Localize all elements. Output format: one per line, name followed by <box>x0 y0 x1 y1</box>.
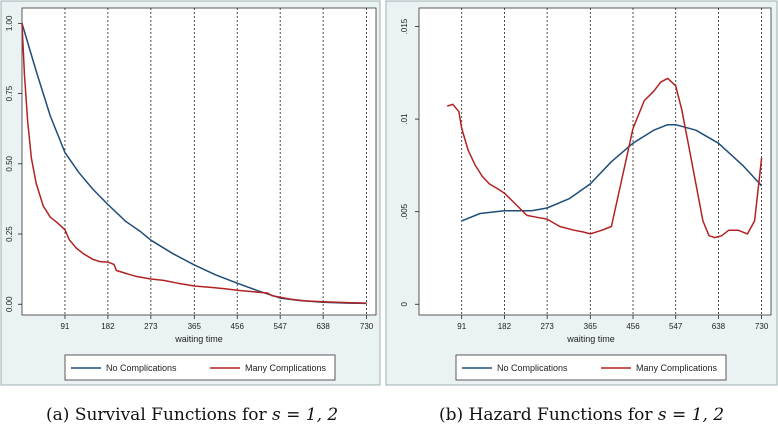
panel-a-y-ticks: 0.00 0.25 0.50 0.75 1.00 <box>5 15 22 312</box>
panel-a: 91 182 273 365 456 547 638 730 0.00 0.25 0.50 0.75… <box>0 0 381 386</box>
panel-b-plot-area <box>418 7 772 316</box>
panel-a-y-tick-label-1: 0.25 <box>5 226 14 242</box>
panel-a-y-tick-label-0: 0.00 <box>5 296 14 312</box>
panel-b-series-many-complications <box>446 77 763 239</box>
caption-b-math: s = 1, 2 <box>657 405 725 425</box>
panel-a-x-tick-label-365: 365 <box>188 322 202 331</box>
panel-a-x-axis-label: waiting time <box>174 334 223 344</box>
panel-b-x-tick-label-547: 547 <box>669 322 683 331</box>
panel-b-x-tick-label-730: 730 <box>755 322 769 331</box>
panel-b-x-ticks: 91 182 273 365 456 547 638 730 <box>457 315 769 331</box>
caption-a-label: (a) <box>46 405 70 425</box>
panel-b-legend: No Complications Many Complications <box>455 354 727 381</box>
panel-a-grid <box>64 8 367 315</box>
panel-a-y-tick-label-4: 1.00 <box>5 15 14 31</box>
panel-b-x-tick-label-91: 91 <box>457 322 466 331</box>
panel-b-x-tick-label-273: 273 <box>540 322 554 331</box>
panel-a-x-tick-label-638: 638 <box>316 322 330 331</box>
panel-b-x-tick-label-456: 456 <box>626 322 640 331</box>
panel-b-legend-label-many-complications: Many Complications <box>636 363 718 373</box>
panel-a-legend-label-many-complications: Many Complications <box>245 363 327 373</box>
panel-b-legend-box <box>455 354 727 381</box>
panel-b-y-tick-label-1: .005 <box>400 203 409 219</box>
panel-a-y-tick-label-2: 0.50 <box>5 155 14 171</box>
panel-a-x-tick-label-456: 456 <box>231 322 245 331</box>
panel-b-y-ticks: 0 .005 .01 .015 <box>400 18 419 306</box>
caption-b-label: (b) <box>439 405 464 425</box>
panel-a-series-many-complications <box>21 23 367 304</box>
panel-a-x-ticks: 91 182 273 365 456 547 638 730 <box>60 315 374 331</box>
panel-b-y-tick-label-2: .01 <box>400 113 409 125</box>
panel-b-y-tick-label-3: .015 <box>400 18 409 34</box>
panel-b-y-tick-label-0: 0 <box>400 301 409 306</box>
panel-b-legend-label-no-complications: No Complications <box>497 363 568 373</box>
panel-a-x-tick-label-547: 547 <box>274 322 288 331</box>
panel-b-x-tick-label-365: 365 <box>584 322 598 331</box>
caption-a-text: Survival Functions for <box>74 405 267 425</box>
panel-b-x-tick-label-182: 182 <box>498 322 512 331</box>
panel-a-legend: No Complications Many Complications <box>64 354 336 381</box>
panel-b-x-axis-label: waiting time <box>566 334 615 344</box>
panel-a-legend-box <box>64 354 336 381</box>
panel-b-x-tick-label-638: 638 <box>712 322 726 331</box>
panel-a-lines <box>21 23 367 305</box>
panel-a-x-tick-label-182: 182 <box>101 322 115 331</box>
panel-a-legend-label-no-complications: No Complications <box>106 363 177 373</box>
caption-b: (b) Hazard Functions for s = 1, 2 <box>439 405 724 425</box>
caption-b-text: Hazard Functions for <box>468 405 653 425</box>
panel-a-x-tick-label-91: 91 <box>60 322 69 331</box>
panel-a-x-tick-label-273: 273 <box>144 322 158 331</box>
panel-b: 91 182 273 365 456 547 638 730 0 .005 .01 .015 wai… <box>385 0 778 386</box>
caption-a-math: s = 1, 2 <box>272 405 339 425</box>
caption-a: (a) Survival Functions for s = 1, 2 <box>46 405 338 425</box>
panel-a-x-tick-label-730: 730 <box>360 322 374 331</box>
panel-b-series-no-complications <box>461 123 763 222</box>
panel-b-lines <box>446 77 763 239</box>
panel-a-y-tick-label-3: 0.75 <box>5 85 14 101</box>
panel-a-plot-area <box>21 7 377 316</box>
